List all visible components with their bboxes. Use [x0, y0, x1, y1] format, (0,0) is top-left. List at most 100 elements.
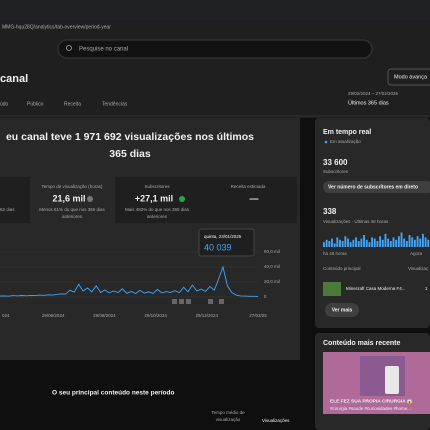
x-tick-label: 29/06/2024 [42, 313, 65, 318]
metric-card[interactable] [30, 177, 115, 223]
realtime-bar [387, 238, 390, 247]
thumbnail-shape [385, 366, 399, 394]
bars-end: Agora [410, 251, 423, 256]
realtime-bar [392, 237, 395, 247]
top-views-header: Visualizaç [408, 266, 429, 271]
metric-value: — [250, 193, 259, 203]
bars-start: há 48 horas [323, 251, 348, 256]
status-icon [87, 196, 93, 202]
realtime-bar [379, 236, 382, 247]
page-title: canal [0, 73, 28, 85]
latest-caption: ELE FEZ SUA PROPIA CIRURGIA 😱 [330, 397, 413, 404]
x-tick-label: 024 [2, 313, 10, 318]
top-item-views: 1 [425, 286, 428, 291]
search-box[interactable] [57, 39, 373, 59]
realtime-bar [363, 235, 365, 247]
realtime-bar [413, 239, 416, 247]
realtime-bar [411, 237, 414, 247]
metric-title: Subscritores [144, 184, 170, 189]
realtime-bar [336, 237, 339, 247]
realtime-bar [416, 236, 419, 247]
tooltip [198, 228, 255, 257]
realtime-bar [403, 238, 406, 247]
y-tick-label: 20,0 mil [264, 279, 280, 284]
studio-header [0, 20, 430, 118]
video-thumbnail[interactable] [323, 282, 341, 296]
event-icon[interactable] [219, 299, 224, 304]
period-label[interactable]: Últimos 365 dias [348, 99, 389, 106]
latest-title: Conteúdo mais recente [323, 340, 401, 347]
realtime-bar [408, 235, 411, 247]
event-icon[interactable] [208, 299, 213, 304]
realtime-bar [368, 242, 371, 247]
event-icon[interactable] [179, 299, 184, 304]
metric-value: +27,1 mil [135, 193, 173, 203]
realtime-bar [355, 237, 357, 247]
subscriber-count: 33 600 [323, 158, 348, 167]
tab[interactable]: Tendências [102, 101, 128, 107]
realtime-bar [381, 239, 384, 247]
realtime-bar [389, 241, 392, 247]
metric-note: anteriores [147, 214, 168, 219]
headline: 365 dias [109, 148, 151, 160]
realtime-bar [341, 241, 344, 247]
realtime-bar [349, 242, 352, 247]
realtime-bar [325, 239, 328, 247]
metric-note: anteriores [62, 214, 83, 219]
metric-title: Receita estimada [231, 184, 266, 189]
y-tick-label: 40,0 mil [264, 264, 280, 269]
search-placeholder: Pesquise no canal [79, 47, 128, 53]
url: MMG-hqu28Q/analytics/tab-overview/period… [2, 24, 111, 30]
top-item-title[interactable]: Minecraft Casa Moderna F4... [346, 286, 406, 291]
views-chart: 0 20,0 mil 40,0 mil 60,0 mil 024 29/06/2024 29… [0, 249, 280, 318]
x-tick-label: 29/10/2024 [144, 313, 167, 318]
realtime-bar [373, 238, 376, 247]
more-button[interactable] [325, 303, 359, 317]
y-tick-label: 60,0 mil [264, 249, 280, 254]
realtime-bar [347, 238, 349, 247]
tab[interactable]: údo [0, 101, 9, 107]
tooltip-value: 40 039 [204, 242, 232, 252]
realtime-bar [376, 241, 379, 247]
column-header: Visualizações [262, 418, 290, 423]
status-icon [179, 196, 185, 202]
view-count: 338 [323, 207, 337, 216]
realtime-bar [371, 237, 374, 247]
live-count-button[interactable] [323, 181, 430, 193]
tab[interactable]: Receita [64, 101, 81, 107]
tab[interactable]: Público [27, 101, 44, 107]
browser-bar [0, 0, 430, 20]
latest-caption: #cirurgia #saude #curiosidades #home... [330, 406, 411, 411]
realtime-bar [365, 239, 368, 247]
metric-card[interactable] [200, 177, 297, 223]
views-line [0, 265, 259, 297]
search-icon [66, 45, 72, 51]
y-tick-label: 0 [264, 294, 267, 299]
realtime-bar [424, 237, 427, 247]
x-tick-label: 29/08/2024 [93, 313, 116, 318]
realtime-bar [344, 236, 347, 247]
realtime-card [315, 118, 430, 328]
realtime-bar [419, 238, 422, 247]
realtime-bar [395, 239, 398, 247]
x-tick-label: 27/02/25 [249, 313, 267, 318]
section-title: O seu principal conteúdo neste período [52, 390, 174, 397]
x-tick-label: 29/12/2024 [196, 313, 219, 318]
period-range: 29/02/2024 – 27/02/2025 [348, 91, 399, 96]
advanced-mode-button[interactable] [387, 68, 430, 86]
column-header: Tempo médio de [211, 410, 245, 415]
metric-value: 21,6 mil [52, 193, 85, 203]
view-label: Visualizações · Últimas 48 horas [323, 218, 389, 224]
headline: eu canal teve 1 971 692 visualizações no… [6, 131, 254, 143]
event-icon[interactable] [172, 299, 177, 304]
realtime-bar [360, 238, 363, 247]
metric-note: 62 dias [0, 207, 15, 212]
column-header: visualização [216, 417, 241, 422]
realtime-status: Em atualização [330, 139, 361, 144]
event-icon[interactable] [186, 299, 191, 304]
realtime-bar [421, 233, 424, 247]
realtime-bar [357, 241, 360, 247]
metric-title: Tempo de visualização (horas) [41, 184, 103, 189]
metric-card[interactable] [115, 177, 200, 223]
